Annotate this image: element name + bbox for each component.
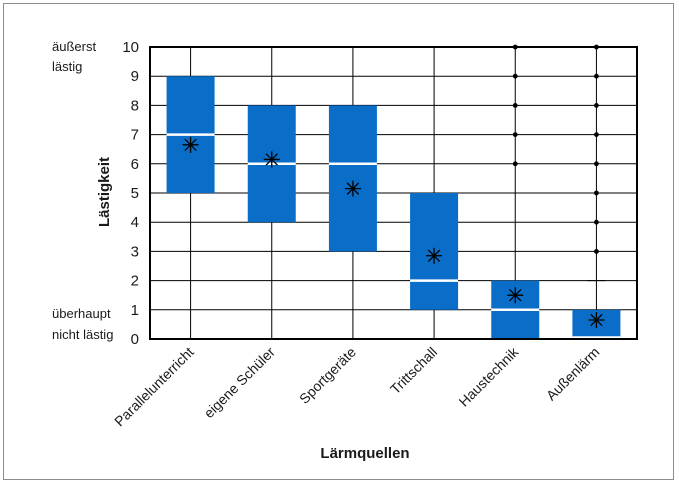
y-tick-label-2: 2 [131,273,139,290]
mean-marker-2 [344,180,361,197]
outlier-point-4-1 [512,132,518,138]
mean-marker-d2-0 [184,138,197,152]
outlier-point-4-0 [512,161,518,167]
outlier-point-4-2 [512,103,518,108]
y-tick-label-9: 9 [131,68,139,85]
y-tick-label-1: 1 [131,302,139,319]
y-tick-labels: 0 1 2 3 4 5 6 7 8 9 10 [122,39,139,348]
box-series [166,44,621,339]
y-tick-label-10: 10 [122,39,139,56]
x-category-labels: Parallelunterricht eigene Schüler Sportger… [111,343,602,429]
mean-marker-5 [588,312,605,329]
mean-marker-4 [507,287,524,304]
grid-lines [150,47,637,339]
mean-marker-d2-3 [427,249,441,262]
x-category-label-0: Parallelunterricht [111,344,197,430]
mean-marker-1 [263,151,280,168]
mean-marker-d2-5 [590,313,603,327]
box-4 [491,44,540,339]
y-tick-label-6: 6 [131,156,139,173]
y-tick-label-0: 0 [131,331,139,348]
box-0 [166,76,215,193]
box-1 [247,105,296,223]
outlier-point-5-5 [594,103,599,108]
mean-marker-0 [182,136,199,153]
box-5 [572,44,621,339]
plot-axes [149,46,638,340]
mean-marker-3 [426,247,443,264]
x-category-label-5: Außenlärm [543,344,603,404]
outlier-point-5-0 [594,249,599,254]
y-tick-label-4: 4 [131,214,139,231]
y-annotation-bottom-line1: überhaupt [52,306,111,321]
y-tick-label-5: 5 [131,185,139,202]
outlier-point-5-1 [594,219,599,225]
outlier-point-5-3 [594,161,599,167]
y-annotation-top-line1: äußerst [52,39,96,54]
plot-border [149,46,638,340]
x-category-label-2: Sportgeräte [296,344,359,407]
outlier-point-5-2 [594,190,599,196]
y-tick-label-3: 3 [131,243,139,260]
outlier-point-5-6 [594,73,599,79]
box-2 [328,105,377,252]
outlier-point-5-4 [594,132,599,138]
mean-marker-d2-2 [346,182,360,195]
outlier-point-4-3 [512,73,518,79]
y-annotation-bottom-line2: nicht lästig [52,327,113,342]
x-category-label-1: eigene Schüler [201,344,279,422]
x-axis-title: Lärmquellen [320,445,409,462]
y-tick-label-7: 7 [131,127,139,144]
y-axis-title: Lästigkeit [96,157,113,227]
mean-marker-d2-1 [265,153,278,166]
box-3 [410,193,459,310]
mean-marker-d2-4 [509,288,522,302]
y-annotation-top-line2: lästig [52,59,82,74]
x-category-label-4: Haustechnik [456,343,522,409]
x-category-label-3: Trittschall [387,344,440,397]
y-tick-label-8: 8 [131,97,139,114]
box-rect-2 [328,105,377,252]
